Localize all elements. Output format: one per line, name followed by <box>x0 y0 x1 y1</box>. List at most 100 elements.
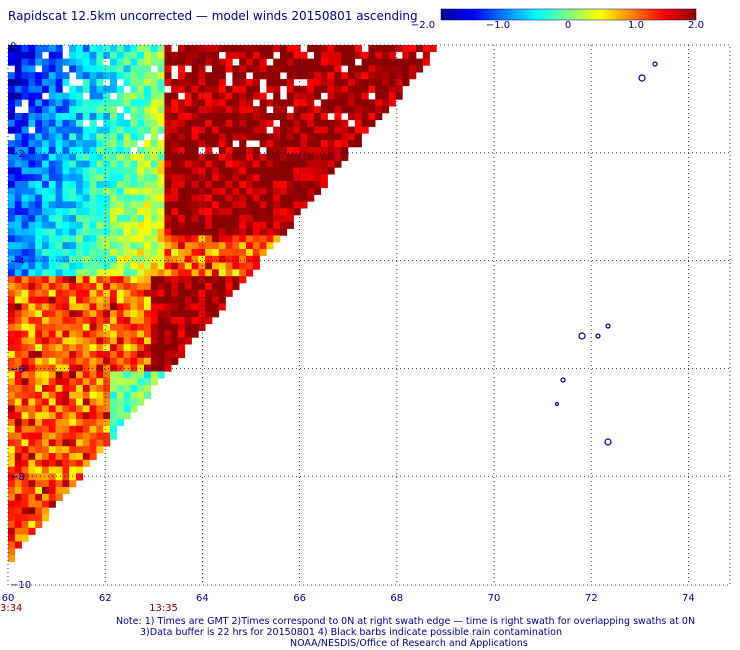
wind-cell <box>164 235 172 243</box>
wind-cell <box>96 269 104 277</box>
wind-cell <box>103 119 111 127</box>
wind-cell <box>191 242 199 250</box>
wind-cell <box>14 459 22 467</box>
wind-cell <box>123 337 131 345</box>
wind-cell <box>266 119 274 127</box>
wind-cell <box>14 153 22 161</box>
wind-cell <box>273 126 281 134</box>
wind-cell <box>89 140 97 148</box>
wind-cell <box>96 303 104 311</box>
wind-cell <box>8 181 16 189</box>
wind-cell <box>137 153 145 161</box>
wind-cell <box>144 106 152 114</box>
wind-cell <box>395 92 403 100</box>
wind-cell <box>375 51 383 59</box>
wind-cell <box>48 181 56 189</box>
wind-cell <box>8 262 16 270</box>
wind-cell <box>144 167 152 175</box>
wind-cell <box>55 126 63 134</box>
colorbar-tick: 1.0 <box>628 20 644 31</box>
wind-cell <box>246 235 254 243</box>
wind-cell <box>212 85 220 93</box>
wind-cell <box>42 181 50 189</box>
wind-cell <box>205 283 213 291</box>
wind-cell <box>14 45 22 53</box>
wind-cell <box>8 500 16 508</box>
wind-cell <box>48 228 56 236</box>
wind-cell <box>110 412 118 420</box>
wind-cell <box>82 208 90 216</box>
wind-cell <box>239 85 247 93</box>
wind-cell <box>42 432 50 440</box>
wind-cell <box>89 242 97 250</box>
wind-cell <box>246 133 254 141</box>
wind-cell <box>225 249 233 257</box>
wind-cell <box>252 194 260 202</box>
wind-cell <box>232 255 240 263</box>
wind-cell <box>21 310 29 318</box>
wind-cell <box>62 228 70 236</box>
wind-cell <box>76 310 84 318</box>
wind-cell <box>232 208 240 216</box>
wind-cell <box>76 323 84 331</box>
wind-cell <box>55 228 63 236</box>
wind-cell <box>116 371 124 379</box>
wind-cell <box>89 310 97 318</box>
wind-cell <box>273 140 281 148</box>
wind-cell <box>21 391 29 399</box>
wind-cell <box>8 153 16 161</box>
wind-cell <box>76 119 84 127</box>
wind-cell <box>116 269 124 277</box>
wind-cell <box>409 72 417 80</box>
colorbar-tick: 2.0 <box>688 20 704 31</box>
wind-cell <box>96 167 104 175</box>
wind-cell <box>110 255 118 263</box>
wind-cell <box>35 371 43 379</box>
wind-cell <box>69 119 77 127</box>
wind-cell <box>55 235 63 243</box>
wind-cell <box>178 269 186 277</box>
wind-cell <box>55 106 63 114</box>
wind-cell <box>103 425 111 433</box>
wind-cell <box>137 323 145 331</box>
wind-cell <box>8 466 16 474</box>
wind-cell <box>144 323 152 331</box>
wind-cell <box>14 521 22 529</box>
wind-cell <box>232 228 240 236</box>
wind-cell <box>178 221 186 229</box>
wind-cell <box>218 113 226 121</box>
wind-cell <box>280 58 288 66</box>
wind-cell <box>273 215 281 223</box>
wind-cell <box>286 147 294 155</box>
wind-cell <box>144 187 152 195</box>
wind-cell <box>116 201 124 209</box>
wind-cell <box>130 85 138 93</box>
wind-cell <box>42 208 50 216</box>
wind-cell <box>89 276 97 284</box>
wind-cell <box>42 296 50 304</box>
wind-cell <box>198 153 206 161</box>
wind-cell <box>96 330 104 338</box>
wind-cell <box>259 58 267 66</box>
wind-cell <box>164 58 172 66</box>
wind-cell <box>252 126 260 134</box>
wind-cell <box>184 45 192 53</box>
wind-cell <box>14 126 22 134</box>
wind-cell <box>191 113 199 121</box>
wind-cell <box>137 79 145 87</box>
wind-cell <box>382 99 390 107</box>
wind-cell <box>48 344 56 352</box>
wind-cell <box>198 221 206 229</box>
wind-cell <box>8 119 16 127</box>
wind-cell <box>28 473 36 481</box>
wind-cell <box>171 85 179 93</box>
wind-cell <box>198 167 206 175</box>
wind-cell <box>150 249 158 257</box>
wind-cell <box>164 303 172 311</box>
wind-cell <box>266 228 274 236</box>
wind-cell <box>48 473 56 481</box>
wind-cell <box>218 289 226 297</box>
wind-cell <box>225 147 233 155</box>
wind-cell <box>198 262 206 270</box>
wind-cell <box>110 51 118 59</box>
